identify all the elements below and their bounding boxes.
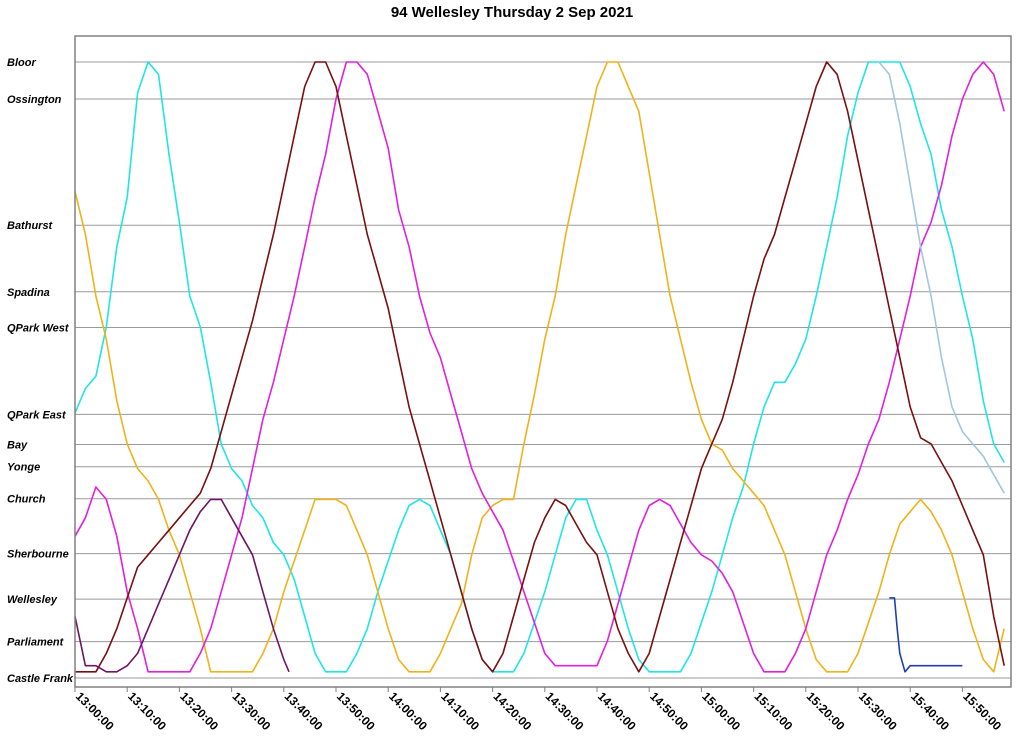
stop-label-castle-frank: Castle Frank [7,673,74,685]
series-lines [74,61,1005,673]
stop-labels: Bloor Ossington Bathurst Spadina QPark West Q… [7,57,74,685]
vehicle-trace-3 [74,61,1005,673]
time-tick-label: 13:10:00 [125,689,169,733]
time-tick-label: 13:50:00 [334,689,378,733]
time-tick-label: 13:40:00 [282,689,326,733]
time-tick-label: 14:30:00 [543,689,587,733]
time-tick-label: 14:10:00 [438,689,482,733]
stop-label-bay: Bay [7,440,28,452]
stop-label-church: Church [7,494,46,506]
vehicle-trace-2 [74,61,1005,673]
gridlines [75,61,1011,679]
time-axis-labels: 13:00:00 13:10:00 13:20:00 13:30:00 13:40:00… [73,687,1004,733]
time-tick-label: 15:00:00 [699,689,743,733]
time-tick-label: 15:10:00 [751,689,795,733]
stop-label-bathurst: Bathurst [7,220,54,232]
stop-label-ossington: Ossington [7,94,62,106]
time-tick-label: 14:50:00 [647,689,691,733]
stop-label-qpark-west: QPark West [7,322,70,334]
vehicle-trace-1 [74,61,1005,673]
stop-label-yonge: Yonge [7,462,40,474]
stop-label-qpark-east: QPark East [7,409,67,421]
stop-label-wellesley: Wellesley [7,594,58,606]
time-tick-label: 15:30:00 [856,689,900,733]
time-tick-label: 15:20:00 [804,689,848,733]
vehicle-trace-5 [74,498,290,673]
plot-frame [74,35,1012,688]
chart-title: 94 Wellesley Thursday 2 Sep 2021 [390,4,634,21]
time-tick-label: 14:20:00 [490,689,534,733]
stop-label-spadina: Spadina [7,287,50,299]
stop-label-sherbourne: Sherbourne [7,549,69,561]
vehicle-trace-4 [75,61,1005,673]
time-tick-label: 15:40:00 [908,689,952,733]
time-tick-label: 15:50:00 [960,689,1004,733]
stop-label-bloor: Bloor [7,57,36,69]
time-tick-label: 13:00:00 [73,689,117,733]
stop-label-parliament: Parliament [7,637,65,649]
time-tick-label: 13:30:00 [229,689,273,733]
vehicle-trace-7 [889,597,963,673]
time-tick-label: 14:00:00 [386,689,430,733]
time-tick-label: 14:40:00 [595,689,639,733]
time-tick-label: 13:20:00 [177,689,221,733]
vehicle-trace-6 [878,61,1005,494]
